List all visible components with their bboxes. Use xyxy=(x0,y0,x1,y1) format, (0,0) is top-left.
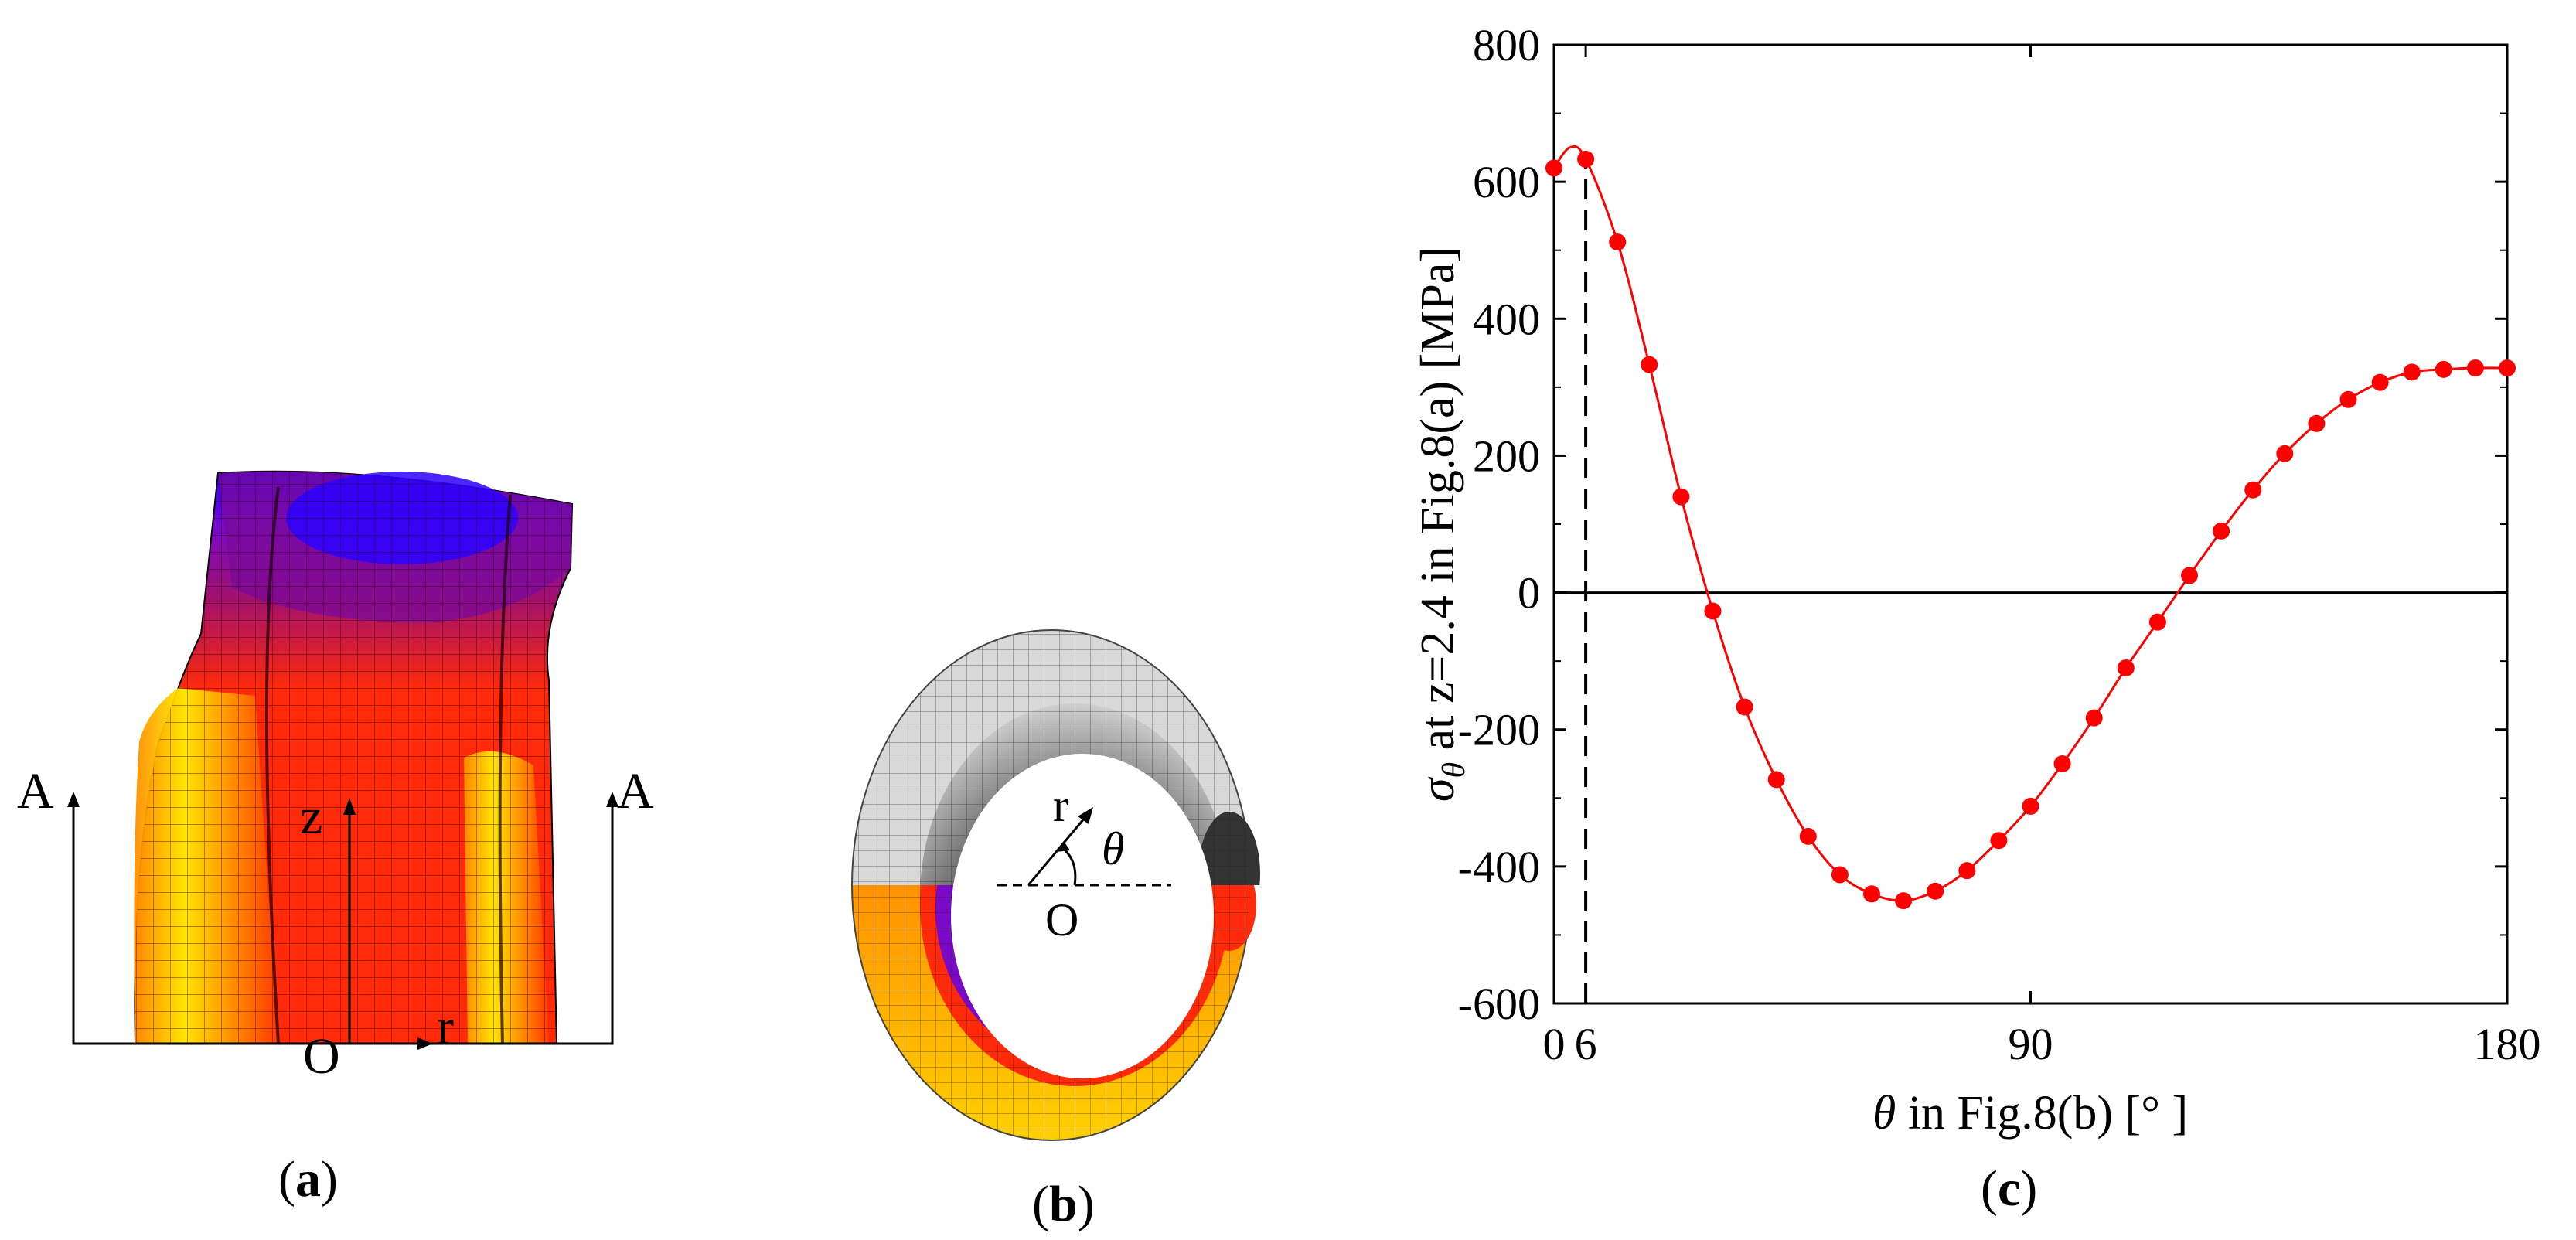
data-point xyxy=(2371,373,2389,391)
data-point xyxy=(1895,892,1913,910)
y-tick-label: 0 xyxy=(1518,568,1540,618)
ring-angle-theta: θ xyxy=(1102,823,1124,874)
section-line xyxy=(72,796,614,1045)
data-point xyxy=(1863,885,1880,903)
data-point xyxy=(1545,159,1562,177)
y-tick-label: -600 xyxy=(1458,979,1540,1029)
data-point xyxy=(1736,698,1753,716)
panel-b-figure: r θ O xyxy=(851,629,1260,1141)
x-tick-label: 90 xyxy=(2009,1019,2053,1069)
ring-axis-r: r xyxy=(1053,780,1068,831)
data-point xyxy=(2308,414,2326,432)
series-line xyxy=(1552,145,2508,902)
data-point xyxy=(2276,445,2294,462)
panel-c: -600 -400 -200 0 200 400 600 800 0 6 90 180 θ in Fi… xyxy=(1376,0,2576,1240)
data-point xyxy=(1641,356,1658,373)
plot-frame xyxy=(1552,43,2509,1005)
data-point xyxy=(1927,882,1944,900)
data-point xyxy=(2435,360,2452,378)
data-point xyxy=(2339,390,2357,408)
data-point xyxy=(2085,709,2103,727)
data-point xyxy=(2213,522,2230,540)
y-tick-label: 600 xyxy=(1473,157,1540,207)
data-point xyxy=(1577,150,1595,168)
x-tick-label: 180 xyxy=(2474,1019,2541,1069)
data-point xyxy=(2244,481,2262,499)
y-tick-label: 400 xyxy=(1473,294,1540,344)
section-label-right: A xyxy=(617,763,654,819)
panel-label-b: (b) xyxy=(1032,1176,1095,1232)
panel-label-a: (a) xyxy=(278,1151,338,1208)
section-label-left: A xyxy=(17,763,54,819)
data-point xyxy=(2499,359,2516,377)
axis-label-r: r xyxy=(437,999,454,1055)
data-point xyxy=(2022,797,2039,815)
ring-hole xyxy=(951,754,1214,1078)
data-point xyxy=(1958,862,1976,880)
x-tick-label: 6 xyxy=(1575,1019,1597,1069)
data-point xyxy=(2148,613,2166,631)
data-point xyxy=(2053,755,2071,772)
data-point xyxy=(1831,866,1849,884)
panel-b: r θ O (b) xyxy=(843,618,1276,1240)
data-point xyxy=(1609,233,1627,251)
y-axis-label: σθ at z=2.4 in Fig.8(a) [MPa] xyxy=(1412,247,1472,802)
y-tick-label: 800 xyxy=(1473,20,1540,70)
panel-a-figure: A A z r O xyxy=(17,470,654,1085)
data-point xyxy=(1767,771,1785,789)
origin-label: O xyxy=(303,1028,340,1075)
y-tick-label: -200 xyxy=(1458,705,1540,755)
y-tick-label: -400 xyxy=(1458,842,1540,892)
data-point xyxy=(1990,832,2008,850)
data-point xyxy=(2403,363,2421,381)
data-point xyxy=(1704,602,1722,620)
data-point xyxy=(2117,659,2135,676)
ring-origin: O xyxy=(1045,894,1078,945)
data-point xyxy=(2181,567,2198,584)
panel-a: A A z r O (a) xyxy=(0,433,696,1240)
axis-label-z: z xyxy=(300,789,322,845)
data-point xyxy=(2466,359,2484,377)
x-tick-label: 0 xyxy=(1543,1019,1566,1069)
data-point xyxy=(1799,827,1817,845)
y-tick-label: 200 xyxy=(1473,431,1540,481)
x-axis-label: θ in Fig.8(b) [° ] xyxy=(1872,1087,2188,1140)
panel-label-c: (c) xyxy=(1981,1160,2038,1217)
data-point xyxy=(1672,488,1690,506)
